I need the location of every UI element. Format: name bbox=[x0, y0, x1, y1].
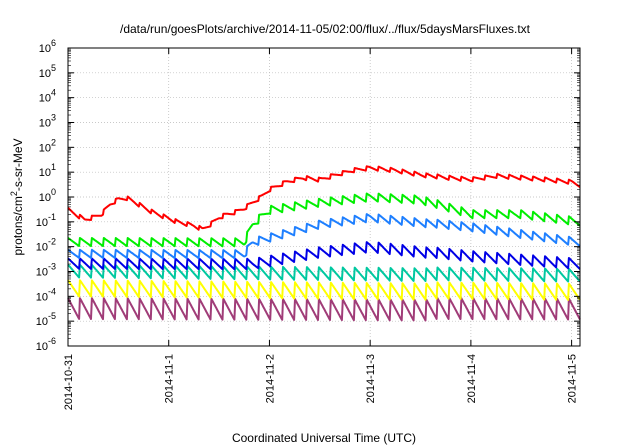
y-tick-label: 10-5 bbox=[36, 311, 56, 328]
series-line-4 bbox=[67, 263, 581, 283]
y-tick-label: 105 bbox=[39, 63, 56, 80]
y-tick-label: 101 bbox=[39, 162, 56, 179]
x-tick-label: 2014-11-3 bbox=[365, 354, 377, 403]
series-line-3 bbox=[67, 241, 581, 271]
y-tick-label: 10-2 bbox=[36, 237, 56, 254]
x-axis-label: Coordinated Universal Time (UTC) bbox=[232, 431, 416, 445]
series-line-5 bbox=[67, 279, 581, 301]
y-tick-label: 103 bbox=[39, 113, 56, 130]
series-line-0 bbox=[67, 165, 581, 231]
y-tick-label: 100 bbox=[39, 187, 56, 204]
y-tick-label: 10-4 bbox=[36, 286, 56, 303]
y-tick-label: 10-3 bbox=[36, 262, 56, 279]
x-tick-label: 2014-11-1 bbox=[164, 354, 176, 403]
chart-title: /data/run/goesPlots/archive/2014-11-05/0… bbox=[120, 22, 531, 36]
x-tick-label: 2014-11-5 bbox=[567, 354, 579, 403]
y-tick-label: 104 bbox=[39, 88, 56, 105]
series-line-1 bbox=[67, 192, 581, 248]
series-line-6 bbox=[67, 297, 581, 322]
data-series bbox=[67, 165, 581, 322]
x-tick-label: 2014-11-2 bbox=[264, 354, 276, 403]
y-tick-label: 10-6 bbox=[36, 336, 56, 353]
y-tick-label: 10-1 bbox=[36, 212, 56, 229]
x-tick-label: 2014-11-4 bbox=[466, 354, 478, 403]
x-tick-label: 2014-10-31 bbox=[63, 354, 75, 410]
y-axis-label: protons/cm2-s-sr-MeV bbox=[9, 138, 25, 255]
grid-lines bbox=[68, 48, 580, 346]
y-tick-label: 102 bbox=[39, 137, 56, 154]
y-tick-label: 106 bbox=[39, 38, 56, 55]
series-line-2 bbox=[67, 213, 581, 260]
